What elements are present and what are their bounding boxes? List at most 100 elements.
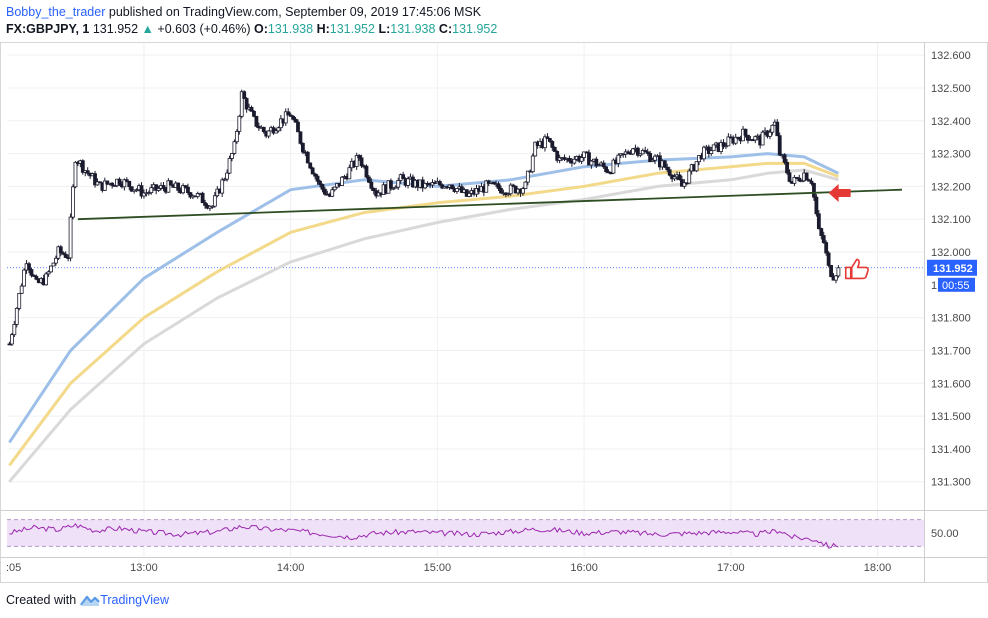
candle[interactable] [183, 184, 188, 189]
candle[interactable] [146, 190, 151, 196]
candle[interactable] [129, 186, 134, 192]
candle[interactable] [261, 126, 266, 134]
candle[interactable] [105, 180, 110, 186]
tradingview-brand[interactable]: TradingView [80, 593, 169, 607]
candle[interactable] [200, 191, 205, 204]
candle[interactable] [601, 160, 606, 170]
candle[interactable] [521, 186, 525, 196]
candle[interactable] [371, 187, 376, 195]
candle[interactable] [511, 183, 516, 188]
candle[interactable] [29, 267, 34, 278]
candle[interactable] [782, 153, 787, 165]
candle[interactable] [222, 177, 227, 182]
candle[interactable] [665, 163, 670, 173]
candle[interactable] [19, 283, 24, 294]
candle[interactable] [393, 185, 398, 189]
candle[interactable] [768, 128, 772, 140]
candle[interactable] [127, 180, 132, 191]
candle[interactable] [46, 270, 51, 277]
candle[interactable] [677, 171, 682, 181]
candle[interactable] [322, 186, 327, 196]
candle[interactable] [775, 119, 780, 137]
candle[interactable] [812, 182, 816, 201]
candle[interactable] [308, 162, 313, 170]
candle[interactable] [293, 116, 298, 123]
candle[interactable] [836, 265, 841, 278]
candle[interactable] [203, 199, 207, 209]
candle[interactable] [824, 240, 829, 256]
candle[interactable] [648, 151, 653, 163]
candle[interactable] [611, 158, 616, 174]
candle[interactable] [212, 192, 217, 208]
candle[interactable] [186, 183, 190, 195]
candle[interactable] [760, 130, 765, 146]
rsi-pane[interactable]: 50.00 [7, 519, 959, 549]
candle[interactable] [291, 114, 296, 121]
candle[interactable] [557, 154, 562, 164]
candle[interactable] [579, 153, 584, 165]
candle[interactable] [816, 209, 821, 230]
candle[interactable] [525, 170, 530, 186]
candle[interactable] [347, 164, 352, 180]
candle[interactable] [733, 133, 738, 146]
candle[interactable] [154, 184, 159, 195]
candle[interactable] [467, 190, 472, 198]
candle[interactable] [176, 182, 181, 193]
candle[interactable] [332, 186, 337, 192]
candle[interactable] [631, 147, 635, 156]
candle[interactable] [58, 245, 63, 257]
candle[interactable] [687, 168, 692, 184]
rsi-line[interactable] [9, 522, 839, 549]
candle[interactable] [547, 138, 552, 143]
candle[interactable] [682, 179, 687, 189]
trendline-layer[interactable] [77, 188, 903, 221]
candle[interactable] [249, 105, 254, 112]
candle[interactable] [156, 185, 161, 192]
candle[interactable] [122, 178, 127, 191]
candle[interactable] [496, 181, 501, 192]
candle[interactable] [254, 115, 259, 128]
candle[interactable] [807, 178, 811, 182]
candle[interactable] [318, 179, 322, 188]
candle[interactable] [230, 152, 234, 162]
candle[interactable] [102, 177, 107, 191]
candle[interactable] [635, 146, 640, 158]
candle[interactable] [274, 128, 278, 134]
candle[interactable] [80, 159, 85, 175]
candle[interactable] [491, 181, 496, 185]
candle[interactable] [638, 153, 643, 158]
candle[interactable] [797, 174, 802, 182]
candle[interactable] [369, 178, 374, 191]
candle[interactable] [310, 166, 315, 175]
candle[interactable] [22, 268, 27, 287]
candle[interactable] [643, 146, 648, 153]
candle[interactable] [545, 133, 550, 140]
candle[interactable] [239, 89, 244, 119]
candle[interactable] [533, 141, 538, 157]
candle[interactable] [283, 108, 288, 126]
candle[interactable] [719, 139, 723, 155]
time-axis[interactable]: :05 13:00 14:00 15:00 16:00 17:00 18:00 [6, 562, 891, 574]
candle[interactable] [252, 109, 256, 118]
candle[interactable] [271, 125, 276, 135]
candle[interactable] [721, 139, 726, 150]
candle[interactable] [54, 255, 58, 266]
candle[interactable] [357, 153, 362, 161]
candle[interactable] [300, 142, 305, 155]
candle[interactable] [9, 332, 14, 347]
candle[interactable] [829, 264, 833, 278]
candle[interactable] [724, 142, 728, 150]
candle[interactable] [814, 194, 819, 217]
candle[interactable] [63, 251, 68, 259]
candle[interactable] [17, 292, 22, 311]
candle[interactable] [819, 227, 824, 240]
candles[interactable] [7, 89, 841, 347]
candle[interactable] [166, 178, 171, 193]
candle[interactable] [110, 182, 115, 189]
candle[interactable] [71, 184, 75, 220]
candle[interactable] [753, 135, 758, 144]
candle[interactable] [195, 191, 200, 199]
candle[interactable] [44, 272, 49, 286]
candle[interactable] [787, 169, 792, 183]
candle[interactable] [296, 119, 300, 133]
